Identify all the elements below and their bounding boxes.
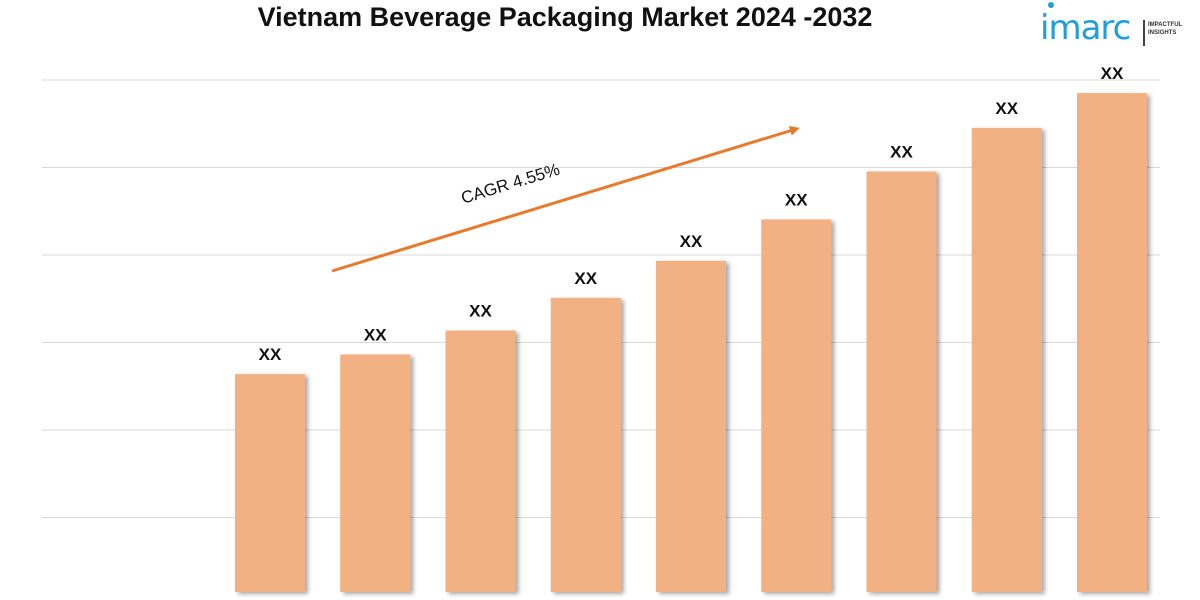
data-label: XX [574,269,597,288]
bar [971,127,1042,592]
data-label: XX [1101,64,1124,83]
bar [656,260,726,592]
data-label: XX [259,345,282,364]
imarc-logo: imarc IMPACTFUL INSIGHTS [1040,2,1200,52]
logo-divider [1143,20,1145,46]
bar [445,330,516,592]
bar [866,171,937,592]
bar [1077,93,1147,593]
data-label: XX [364,326,387,345]
bars-group [235,93,1147,593]
cagr-arrow [331,125,800,273]
data-label: XX [469,302,492,321]
bar [340,354,411,592]
logo-tagline: IMPACTFUL INSIGHTS [1148,22,1183,36]
data-label: XX [680,232,703,251]
chart-title: Vietnam Beverage Packaging Market 2024 -… [257,2,873,32]
logo-wordmark: imarc [1040,8,1131,48]
data-label: XX [785,190,808,209]
bar [761,219,832,592]
data-labels-group: XX XX XX XX XX XX XX XX XX [259,64,1124,364]
bar [550,297,621,592]
data-label: XX [890,143,913,162]
cagr-label: CAGR 4.55% [459,160,562,208]
logo-dot-icon [1048,2,1054,8]
bar [235,374,305,592]
data-label: XX [995,99,1018,118]
